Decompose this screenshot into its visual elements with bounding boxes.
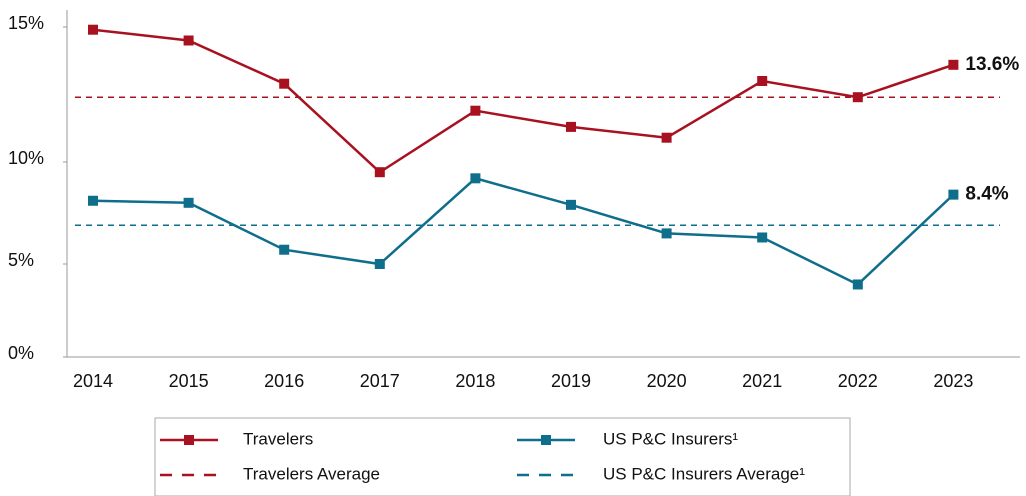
y-tick-label: 15% bbox=[8, 13, 44, 33]
marker bbox=[661, 228, 672, 239]
y-tick-label: 10% bbox=[8, 148, 44, 168]
marker bbox=[183, 197, 194, 208]
marker bbox=[279, 78, 290, 89]
legend-label: US P&C Insurers¹ bbox=[603, 429, 738, 448]
marker bbox=[566, 199, 576, 210]
legend-label: Travelers Average bbox=[243, 464, 380, 483]
marker bbox=[566, 121, 576, 132]
x-tick-label: 2014 bbox=[73, 371, 113, 391]
x-tick-label: 2016 bbox=[264, 371, 304, 391]
marker bbox=[470, 173, 481, 184]
y-tick-label: 0% bbox=[8, 343, 34, 363]
legend-label: US P&C Insurers Average¹ bbox=[603, 464, 805, 483]
x-tick-label: 2017 bbox=[360, 371, 400, 391]
marker bbox=[757, 76, 768, 86]
series-line bbox=[92, 28, 954, 174]
marker bbox=[661, 132, 672, 143]
marker bbox=[374, 259, 385, 269]
legend-label: Travelers bbox=[243, 429, 313, 448]
marker bbox=[852, 279, 863, 290]
data-label: 8.4% bbox=[965, 184, 1008, 205]
series-line bbox=[92, 176, 955, 286]
marker bbox=[374, 167, 385, 178]
x-tick-label: 2019 bbox=[551, 371, 591, 391]
x-tick-label: 2023 bbox=[933, 371, 973, 391]
marker bbox=[948, 189, 959, 200]
marker bbox=[88, 24, 98, 35]
x-tick-label: 2022 bbox=[838, 371, 878, 391]
marker bbox=[470, 105, 481, 116]
marker bbox=[279, 244, 290, 255]
x-tick-label: 2015 bbox=[169, 371, 209, 391]
x-tick-label: 2020 bbox=[647, 371, 687, 391]
legend-marker bbox=[541, 435, 551, 445]
data-label: 13.6% bbox=[965, 54, 1019, 75]
x-tick-label: 2021 bbox=[742, 371, 782, 391]
marker bbox=[757, 232, 768, 243]
marker bbox=[852, 92, 863, 103]
x-tick-label: 2018 bbox=[455, 371, 495, 391]
y-tick-label: 5% bbox=[8, 250, 34, 270]
marker bbox=[948, 59, 959, 70]
legend-marker bbox=[184, 435, 194, 445]
marker bbox=[88, 195, 98, 206]
legend-box bbox=[154, 417, 851, 496]
marker bbox=[183, 35, 194, 46]
